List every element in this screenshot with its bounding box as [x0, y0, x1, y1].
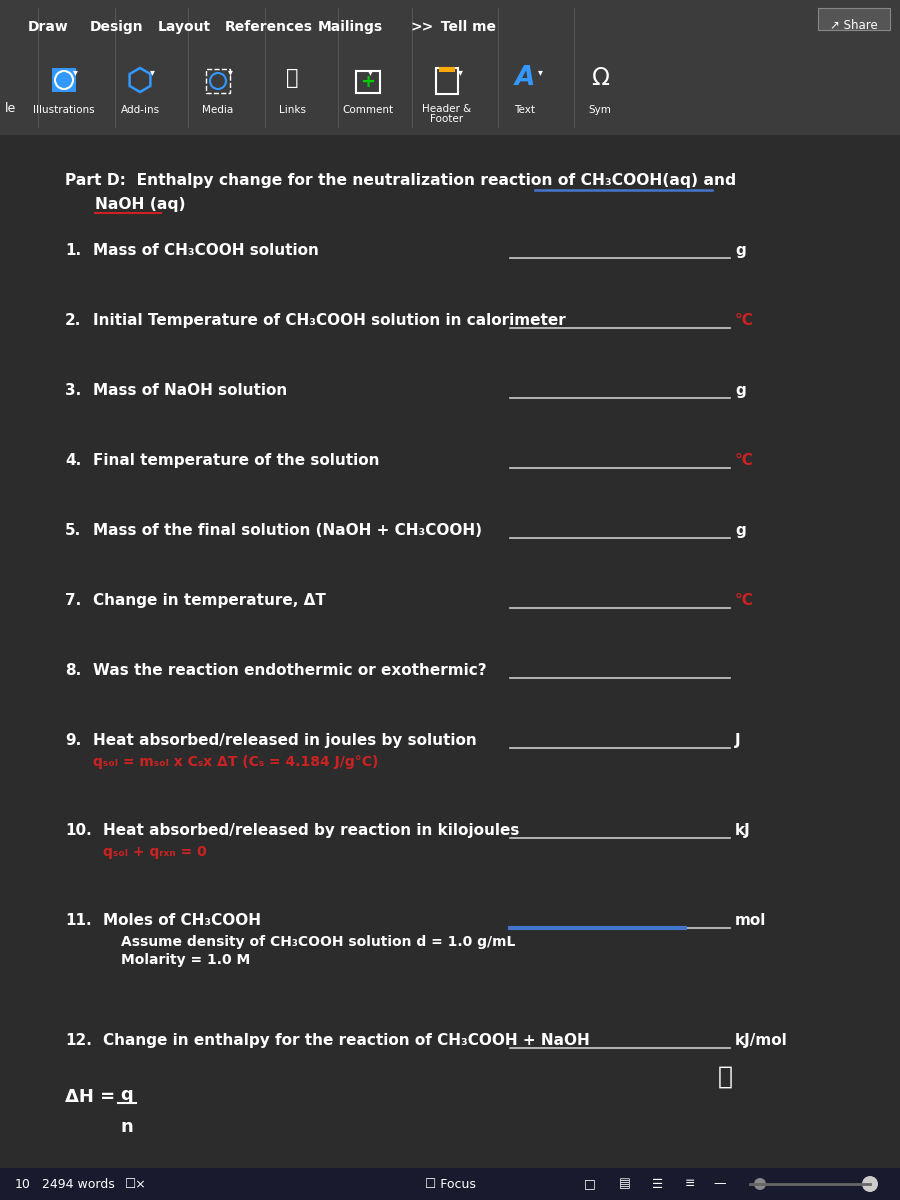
- Text: Tell me: Tell me: [438, 20, 496, 34]
- Text: References: References: [225, 20, 313, 34]
- Text: °C: °C: [735, 313, 754, 328]
- Text: □: □: [584, 1177, 596, 1190]
- Text: ▾: ▾: [228, 67, 232, 77]
- Text: Mass of the final solution (NaOH + CH₃COOH): Mass of the final solution (NaOH + CH₃CO…: [93, 523, 482, 538]
- Text: —: —: [714, 1177, 726, 1190]
- Text: kJ/mol: kJ/mol: [735, 1033, 788, 1048]
- Text: Footer: Footer: [430, 114, 464, 124]
- Text: ☰: ☰: [652, 1177, 663, 1190]
- Text: mol: mol: [735, 913, 767, 928]
- Text: 10.: 10.: [65, 823, 92, 838]
- Text: A: A: [515, 65, 536, 91]
- Text: NaOH (aq): NaOH (aq): [95, 197, 185, 212]
- Text: Layout: Layout: [158, 20, 211, 34]
- Text: Change in temperature, ΔT: Change in temperature, ΔT: [93, 593, 326, 608]
- Bar: [206, 68, 230, 92]
- Text: g: g: [735, 383, 746, 398]
- Text: kJ: kJ: [735, 823, 751, 838]
- Text: 5.: 5.: [65, 523, 81, 538]
- Text: ⌶: ⌶: [717, 1066, 733, 1090]
- Text: Add-ins: Add-ins: [121, 104, 159, 115]
- Text: 11.: 11.: [65, 913, 92, 928]
- Text: 9.: 9.: [65, 733, 81, 748]
- Text: ▾: ▾: [367, 67, 373, 77]
- Text: ≡: ≡: [685, 1177, 695, 1190]
- Text: ΔH =: ΔH =: [65, 1088, 115, 1106]
- Text: Assume density of CH₃COOH solution d = 1.0 g/mL: Assume density of CH₃COOH solution d = 1…: [121, 935, 516, 949]
- Bar: [356, 71, 380, 92]
- Text: Comment: Comment: [342, 104, 393, 115]
- Text: ▤: ▤: [619, 1177, 631, 1190]
- Text: Heat absorbed/released by reaction in kilojoules: Heat absorbed/released by reaction in ki…: [103, 823, 519, 838]
- Text: n: n: [121, 1118, 133, 1136]
- Text: Ω: Ω: [591, 66, 609, 90]
- Text: Draw: Draw: [28, 20, 68, 34]
- Text: Change in enthalpy for the reaction of CH₃COOH + NaOH: Change in enthalpy for the reaction of C…: [103, 1033, 590, 1048]
- Text: 4.: 4.: [65, 452, 81, 468]
- Text: Mass of NaOH solution: Mass of NaOH solution: [93, 383, 287, 398]
- Bar: [439, 67, 455, 72]
- Text: Molarity = 1.0 M: Molarity = 1.0 M: [121, 953, 250, 967]
- Text: 2494 words: 2494 words: [42, 1177, 115, 1190]
- Text: 2.: 2.: [65, 313, 81, 328]
- Text: Illustrations: Illustrations: [33, 104, 94, 115]
- Text: qₛₒₗ = mₛₒₗ x Cₛx ΔT (Cₛ = 4.184 J/g°C): qₛₒₗ = mₛₒₗ x Cₛx ΔT (Cₛ = 4.184 J/g°C): [93, 755, 378, 769]
- Bar: [0, 0, 900, 134]
- Text: °C: °C: [735, 452, 754, 468]
- Text: 7.: 7.: [65, 593, 81, 608]
- Text: Design: Design: [90, 20, 144, 34]
- Text: ▾: ▾: [149, 67, 155, 77]
- Text: Was the reaction endothermic or exothermic?: Was the reaction endothermic or exotherm…: [93, 662, 487, 678]
- Text: 1.: 1.: [65, 242, 81, 258]
- Text: qₛₒₗ + qᵣₓₙ = 0: qₛₒₗ + qᵣₓₙ = 0: [103, 845, 207, 859]
- Text: +: +: [361, 73, 375, 91]
- Text: Header &: Header &: [422, 104, 472, 114]
- Text: ☐ Focus: ☐ Focus: [425, 1177, 475, 1190]
- Text: q: q: [121, 1086, 133, 1104]
- Text: Sym: Sym: [589, 104, 611, 115]
- Text: Media: Media: [202, 104, 234, 115]
- Circle shape: [862, 1176, 878, 1192]
- Text: 10: 10: [15, 1177, 31, 1190]
- Text: ☐×: ☐×: [125, 1177, 147, 1190]
- Text: °C: °C: [735, 593, 754, 608]
- Text: 8.: 8.: [65, 662, 81, 678]
- Text: g: g: [735, 523, 746, 538]
- Text: Initial Temperature of CH₃COOH solution in calorimeter: Initial Temperature of CH₃COOH solution …: [93, 313, 566, 328]
- Text: ▾: ▾: [73, 67, 77, 77]
- Text: Moles of CH₃COOH: Moles of CH₃COOH: [103, 913, 261, 928]
- Text: g: g: [735, 242, 746, 258]
- Text: ▾: ▾: [457, 67, 463, 77]
- Text: ▾: ▾: [537, 67, 543, 77]
- Text: Mailings: Mailings: [318, 20, 383, 34]
- Text: ↗ Share: ↗ Share: [830, 19, 878, 32]
- Text: Final temperature of the solution: Final temperature of the solution: [93, 452, 380, 468]
- Text: 12.: 12.: [65, 1033, 92, 1048]
- Text: Heat absorbed/released in joules by solution: Heat absorbed/released in joules by solu…: [93, 733, 477, 748]
- Text: >>: >>: [410, 20, 433, 34]
- Text: Text: Text: [515, 104, 536, 115]
- Bar: [818, 8, 890, 30]
- Text: le: le: [5, 102, 16, 114]
- Text: J: J: [735, 733, 741, 748]
- Text: Part D:  Enthalpy change for the neutralization reaction of CH₃COOH(aq) and: Part D: Enthalpy change for the neutrali…: [65, 173, 736, 188]
- Text: 3.: 3.: [65, 383, 81, 398]
- Text: ⛓: ⛓: [286, 68, 298, 88]
- Bar: [0, 1168, 900, 1200]
- Circle shape: [754, 1178, 766, 1190]
- Bar: [436, 68, 458, 94]
- Bar: [0, 134, 900, 1170]
- Bar: [52, 68, 76, 92]
- Text: Links: Links: [278, 104, 305, 115]
- Text: Mass of CH₃COOH solution: Mass of CH₃COOH solution: [93, 242, 319, 258]
